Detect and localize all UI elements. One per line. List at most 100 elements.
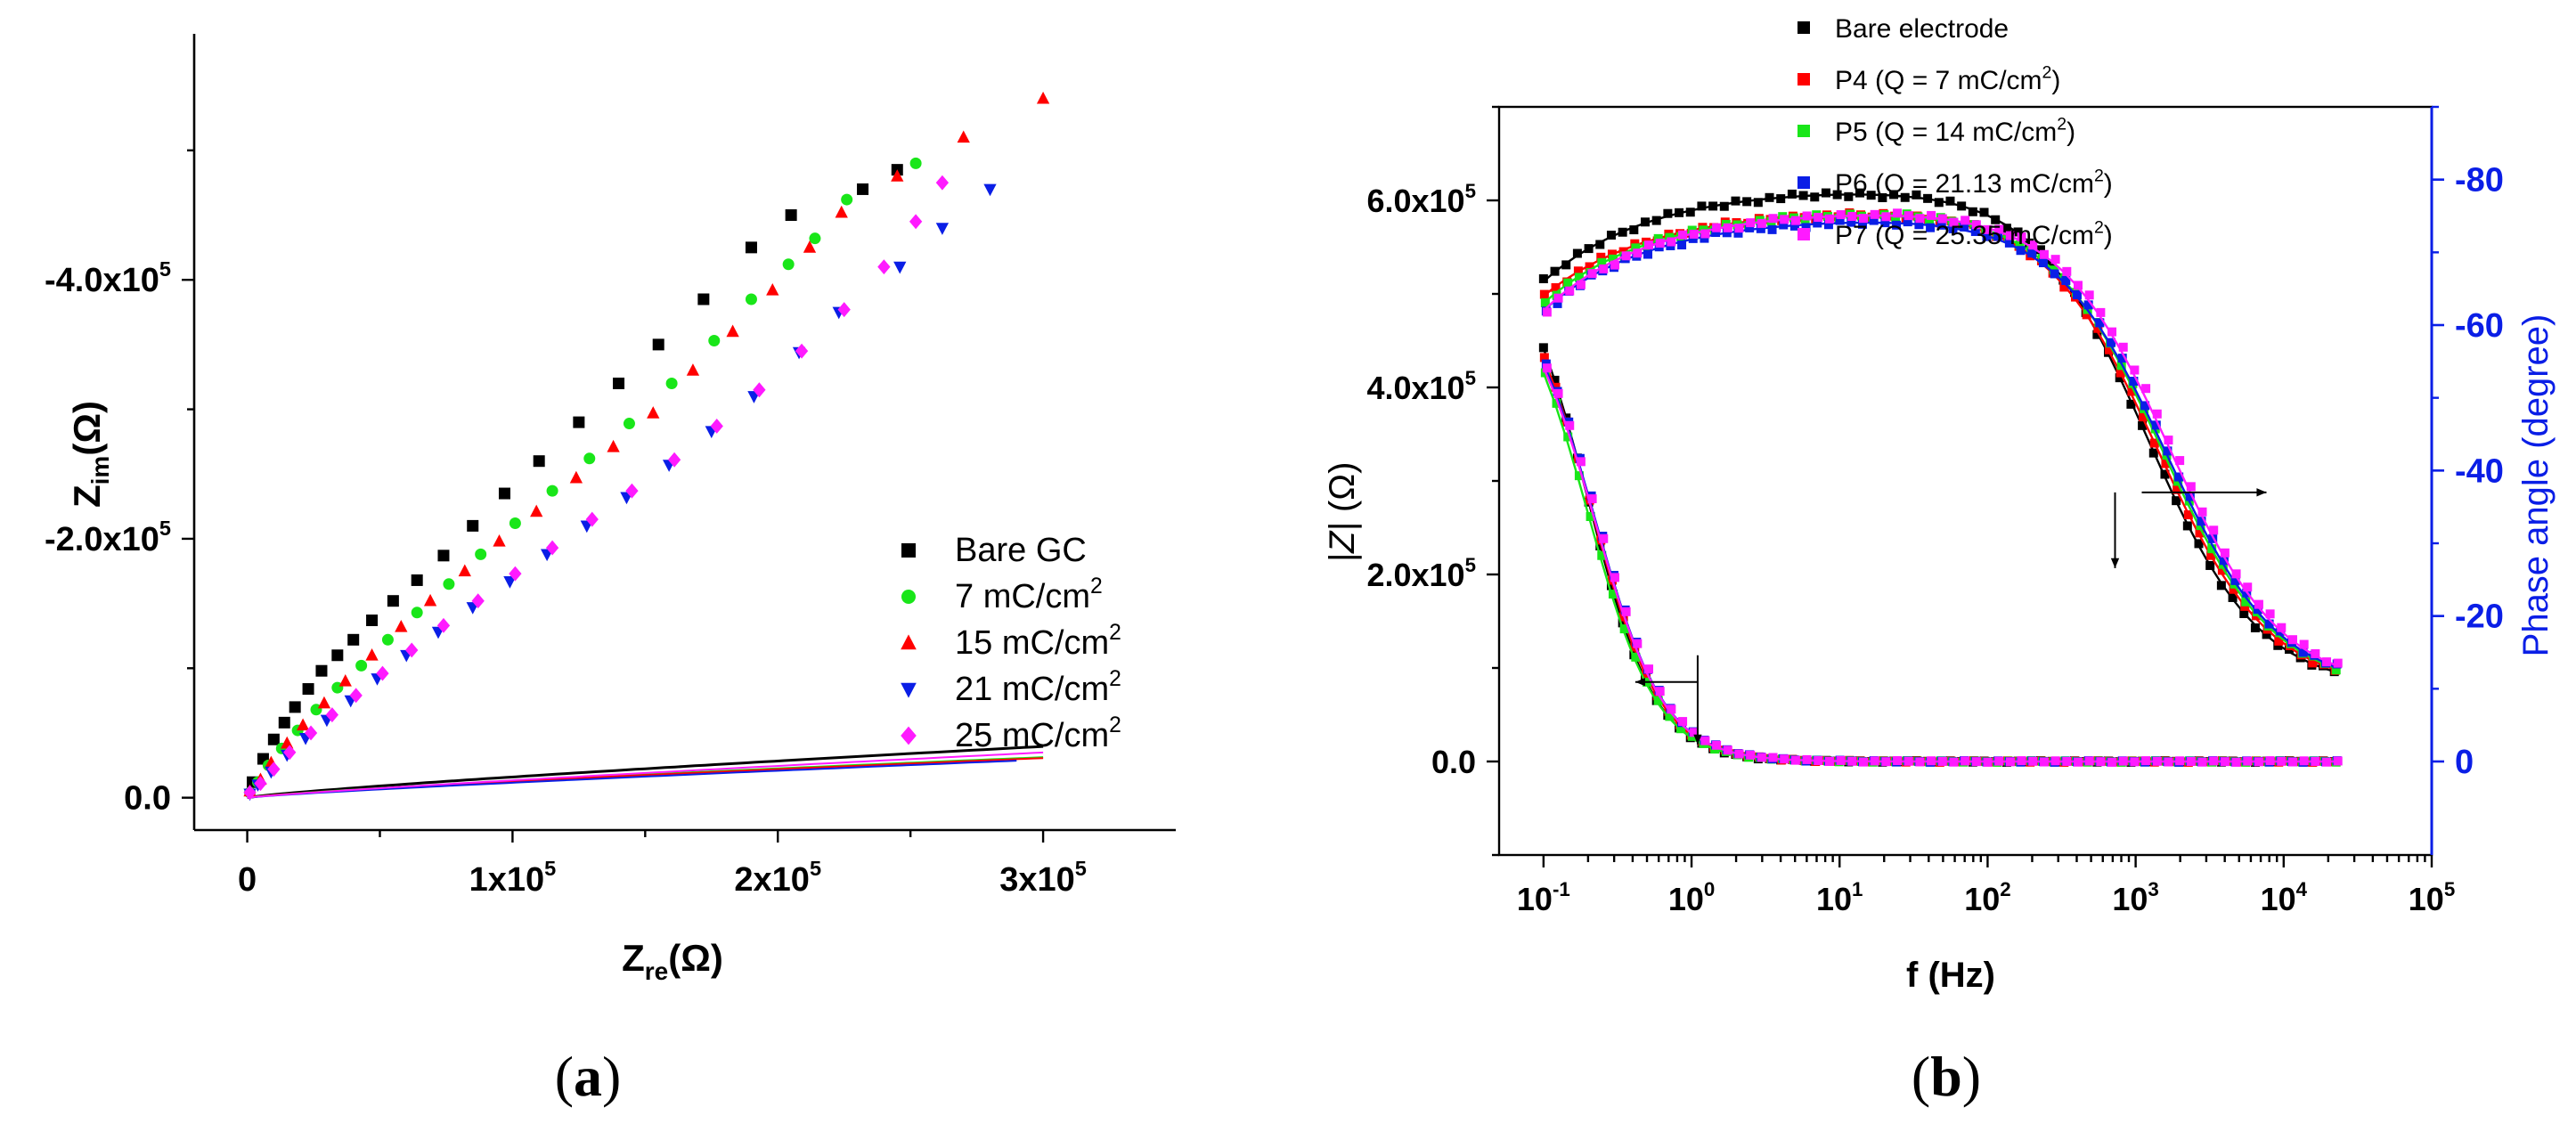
phase-point	[2035, 245, 2045, 255]
phase-point	[1723, 223, 1732, 232]
phase-point	[1983, 224, 1993, 234]
data-point	[909, 214, 923, 230]
phase-point	[2241, 597, 2251, 607]
modulus-point	[1667, 704, 1676, 714]
data-point	[613, 377, 625, 389]
legend-marker	[1797, 176, 1810, 189]
phase-point	[1757, 218, 1766, 228]
data-point	[835, 205, 848, 218]
fit-line	[247, 760, 1017, 799]
phase-point	[2061, 275, 2071, 285]
data-point	[686, 363, 700, 376]
data-point	[809, 232, 821, 245]
phase-point	[1982, 232, 1992, 241]
phase-point	[1550, 266, 1560, 276]
data-point	[891, 169, 904, 182]
phase-axis-arrow-down-head	[2110, 558, 2120, 568]
data-point	[857, 183, 869, 195]
phase-point	[2219, 556, 2229, 566]
phase-point	[2115, 368, 2125, 378]
modulus-point	[2084, 756, 2094, 766]
phase-point	[2333, 658, 2343, 668]
phase-point	[1596, 252, 1606, 262]
phase-point	[2001, 224, 2011, 233]
phase-point	[1631, 243, 1641, 253]
phase-point	[2197, 517, 2206, 526]
phase-point	[1700, 233, 1709, 243]
modulus-point	[1552, 398, 1561, 408]
modulus-point	[1893, 755, 1903, 765]
legend-marker	[901, 634, 917, 650]
y-left-tick-label: 0.0	[1431, 744, 1476, 780]
bode-x-axis-title: f (Hz)	[1906, 956, 1995, 995]
modulus-point	[2118, 756, 2128, 766]
phase-point	[2298, 647, 2308, 657]
phase-point	[1994, 224, 2004, 234]
phase-point	[2206, 550, 2216, 560]
data-point	[935, 175, 950, 191]
x-tick-label: 104	[2261, 878, 2308, 917]
y-tick-label: 0.0	[124, 780, 171, 818]
phase-point	[2216, 581, 2226, 590]
data-point	[347, 633, 360, 646]
phase-point	[2231, 569, 2241, 579]
phase-point	[2082, 310, 2091, 320]
legend-marker	[1797, 228, 1810, 240]
phase-point	[1561, 260, 1571, 270]
phase-point	[1539, 289, 1549, 299]
phase-point	[2017, 232, 2026, 242]
phase-point	[1756, 224, 1765, 233]
phase-point	[1538, 274, 1548, 284]
y-right-tick-label: -60	[2455, 307, 2504, 345]
modulus-point	[2039, 757, 2049, 767]
modulus-point	[2197, 757, 2207, 767]
data-point	[667, 452, 681, 468]
modulus-point	[1644, 664, 1654, 674]
phase-point	[2274, 636, 2284, 646]
phase-point	[2185, 492, 2195, 501]
phase-point	[1574, 273, 1584, 282]
phase-point	[2254, 599, 2263, 609]
phase-point	[1563, 278, 1573, 288]
phase-point	[1925, 215, 1935, 224]
modulus-point	[1734, 749, 1744, 759]
modulus-point	[1780, 754, 1789, 764]
phase-point	[1960, 222, 1969, 232]
phase-point	[2096, 307, 2106, 317]
phase-point	[2059, 282, 2069, 292]
phase-point	[2083, 300, 2093, 310]
modulus-point	[1553, 388, 1563, 398]
bode-left-axis-title: |Z| (Ω)	[1323, 462, 1362, 563]
phase-point	[1923, 193, 1933, 203]
phase-point	[1540, 297, 1550, 307]
modulus-point	[1847, 756, 1857, 766]
phase-point	[2230, 575, 2240, 585]
modulus-point	[1550, 375, 1560, 385]
x-tick-label: 101	[1816, 878, 1863, 917]
data-point	[1036, 91, 1050, 104]
phase-point	[2253, 605, 2262, 615]
data-point	[243, 785, 257, 801]
phase-point	[2205, 560, 2215, 570]
modulus-point	[2277, 756, 2287, 766]
phase-point	[1585, 262, 1594, 272]
data-point	[893, 261, 907, 274]
x-tick-label: 102	[1964, 878, 2010, 917]
phase-point	[2163, 446, 2172, 456]
phase-point	[1633, 248, 1643, 258]
legend-label: P7 (Q = 25.35 mC/cm2)	[1835, 217, 2113, 250]
phase-point	[2250, 623, 2260, 632]
modulus-point	[1599, 533, 1609, 543]
x-tick-label: 2x105	[734, 857, 821, 899]
data-point	[471, 593, 485, 609]
y-left-tick-label: 4.0x105	[1366, 367, 1476, 406]
phase-point	[2062, 266, 2072, 276]
phase-point	[2115, 373, 2124, 383]
phase-point	[1610, 260, 1619, 270]
phase-point	[1599, 264, 1609, 273]
modulus-point	[1723, 745, 1732, 755]
modulus-point	[1881, 757, 1891, 767]
modulus-point	[1983, 757, 1993, 767]
x-tick-label: 3x105	[999, 857, 1087, 899]
data-point	[909, 157, 922, 169]
